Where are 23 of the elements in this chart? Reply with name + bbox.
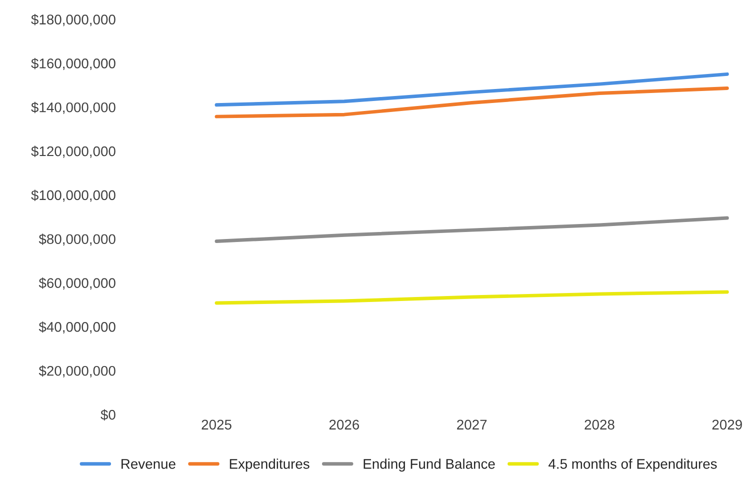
y-tick-label: $160,000,000 <box>31 58 116 70</box>
x-tick-label: 2025 <box>202 420 232 430</box>
y-tick-label: $100,000,000 <box>31 190 116 202</box>
y-tick-label: $0 <box>100 409 116 421</box>
legend-label: Ending Fund Balance <box>364 458 495 472</box>
y-tick-label: $60,000,000 <box>38 278 116 290</box>
line-series <box>214 72 729 107</box>
line-series <box>214 216 729 244</box>
y-tick-label: $140,000,000 <box>31 102 116 114</box>
line-series <box>214 290 729 305</box>
y-tick-label: $20,000,000 <box>38 365 116 378</box>
y-tick-label: $180,000,000 <box>31 14 116 26</box>
y-tick-label: $120,000,000 <box>31 146 116 158</box>
x-tick-label: 2029 <box>712 420 742 430</box>
line-series <box>214 86 729 118</box>
legend-label: Revenue <box>122 459 176 469</box>
x-tick-label: 2027 <box>457 420 487 430</box>
y-tick-label: $80,000,000 <box>38 234 116 246</box>
x-tick-label: 2028 <box>584 420 614 430</box>
y-tick-label: $40,000,000 <box>38 321 116 334</box>
legend-label: Expenditures <box>230 458 310 472</box>
legend-label: 4.5 months of Expenditures <box>548 458 717 472</box>
x-tick-label: 2026 <box>329 420 360 430</box>
